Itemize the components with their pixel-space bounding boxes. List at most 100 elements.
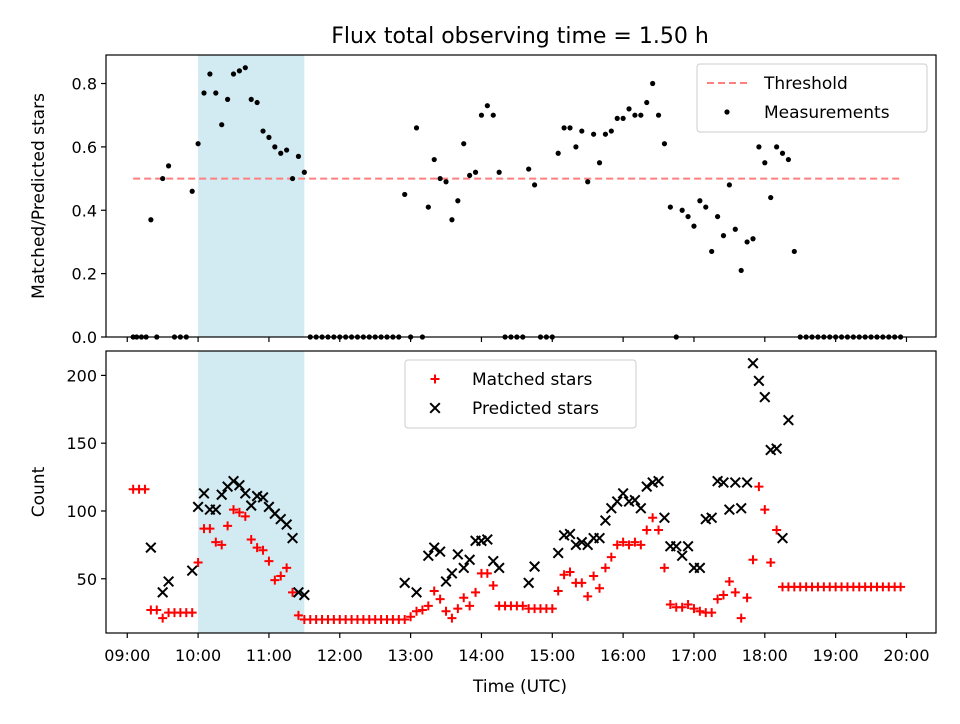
legend: Matched stars Predicted stars (404, 359, 637, 429)
predicted-stars-point (599, 514, 611, 526)
predicted-stars-point (717, 477, 729, 489)
predicted-stars-point (145, 542, 157, 554)
predicted-stars-point (747, 357, 759, 369)
measurement-point (720, 233, 727, 239)
measurement-point (697, 198, 703, 204)
predicted-stars-point (233, 479, 245, 491)
matched-stars-point (246, 534, 256, 544)
measurement-point (661, 141, 668, 147)
matched-stars-point (707, 608, 717, 618)
x-tick-label: 13:00 (388, 646, 434, 665)
matched-stars-point (518, 601, 528, 611)
matched-stars-point (577, 578, 587, 588)
legend-label: Threshold (763, 74, 848, 94)
predicted-stars-point (446, 567, 458, 579)
matched-stars-point (648, 513, 658, 523)
y-axis-label: Count (29, 466, 49, 517)
measurement-point (242, 65, 248, 71)
matched-stars-point (600, 563, 610, 573)
measurement-point (219, 122, 225, 128)
measurement-point (449, 217, 455, 223)
predicted-stars-point (292, 586, 304, 598)
measurement-point (638, 112, 644, 118)
measurement-point (650, 80, 656, 87)
predicted-stars-point (422, 550, 434, 562)
measurement-point (254, 99, 260, 106)
measurement-point (478, 112, 485, 118)
y-tick-label: 50 (77, 570, 97, 589)
matched-stars-point (683, 600, 693, 610)
matched-stars-point (471, 587, 481, 597)
measurement-point (230, 71, 237, 77)
predicted-stars-point (706, 512, 718, 524)
measurement-point (791, 248, 797, 255)
x-tick-label: 11:00 (246, 646, 292, 665)
matched-stars-point (453, 604, 463, 614)
matched-stars-point (417, 605, 427, 615)
measurement-point (608, 128, 614, 134)
measurement-point (301, 169, 307, 175)
measurement-point (567, 125, 573, 131)
measurement-point (726, 182, 732, 188)
matched-stars-point (252, 543, 262, 553)
predicted-stars-point (641, 481, 653, 493)
matched-stars-point (205, 524, 215, 534)
predicted-stars-point (653, 475, 665, 487)
measurement-point (679, 207, 685, 213)
measurement-point (591, 131, 597, 137)
measurement-point (632, 112, 638, 118)
predicted-stars-point (192, 501, 204, 513)
y-tick-label: 0.2 (72, 265, 97, 284)
predicted-stars-point (458, 562, 470, 574)
matched-stars-point (559, 570, 569, 580)
measurement-point (148, 217, 154, 223)
matched-stars-point (412, 606, 422, 616)
predicted-stars-point (552, 547, 564, 559)
predicted-stars-point (564, 528, 576, 540)
predicted-stars-point (729, 477, 741, 489)
x-tick-label: 18:00 (742, 646, 788, 665)
predicted-stars-point (735, 502, 747, 514)
predicted-stars-point (216, 489, 228, 501)
measurement-point (189, 188, 195, 194)
matched-stars-point (447, 613, 457, 623)
y-tick-label: 100 (66, 502, 97, 521)
measurement-point (691, 223, 697, 229)
measurement-point (431, 156, 437, 163)
matched-stars-point (742, 593, 752, 603)
measurement-point (655, 112, 662, 118)
matched-stars-point (423, 601, 433, 611)
measurement-point (213, 90, 219, 96)
predicted-stars-point (782, 414, 794, 426)
measurement-point (561, 125, 567, 131)
measurement-point (709, 248, 715, 255)
measurement-point (685, 213, 691, 220)
axes-frame (105, 350, 937, 634)
predicted-stars-point (287, 532, 299, 544)
count-panel: 50 100 150 200 09:00 10:00 11:00 12:00 13:00 14:0… (29, 350, 937, 665)
predicted-stars-point (481, 533, 493, 545)
matched-stars-point (400, 614, 410, 624)
matched-stars-point (689, 604, 699, 614)
predicted-stars-point (228, 475, 240, 487)
measurement-point (768, 194, 774, 201)
predicted-stars-point (239, 487, 251, 499)
predicted-stars-point (434, 546, 446, 558)
measurement-point (260, 128, 266, 134)
matched-stars-point (547, 604, 557, 614)
predicted-stars-point (629, 494, 641, 506)
measurement-point (160, 175, 166, 182)
matched-stars-point (654, 525, 664, 535)
measurement-point (425, 204, 431, 210)
matched-stars-point (211, 537, 221, 547)
predicted-stars-point (753, 375, 765, 387)
matched-stars-point (595, 583, 605, 593)
y-tick-label: 0.4 (72, 201, 97, 220)
measurement-point (207, 71, 213, 77)
predicted-stars-point (399, 577, 411, 589)
matched-stars-point (606, 552, 616, 562)
measurement-point (785, 156, 792, 163)
measurement-point (579, 128, 585, 134)
measurement-point (225, 96, 231, 102)
